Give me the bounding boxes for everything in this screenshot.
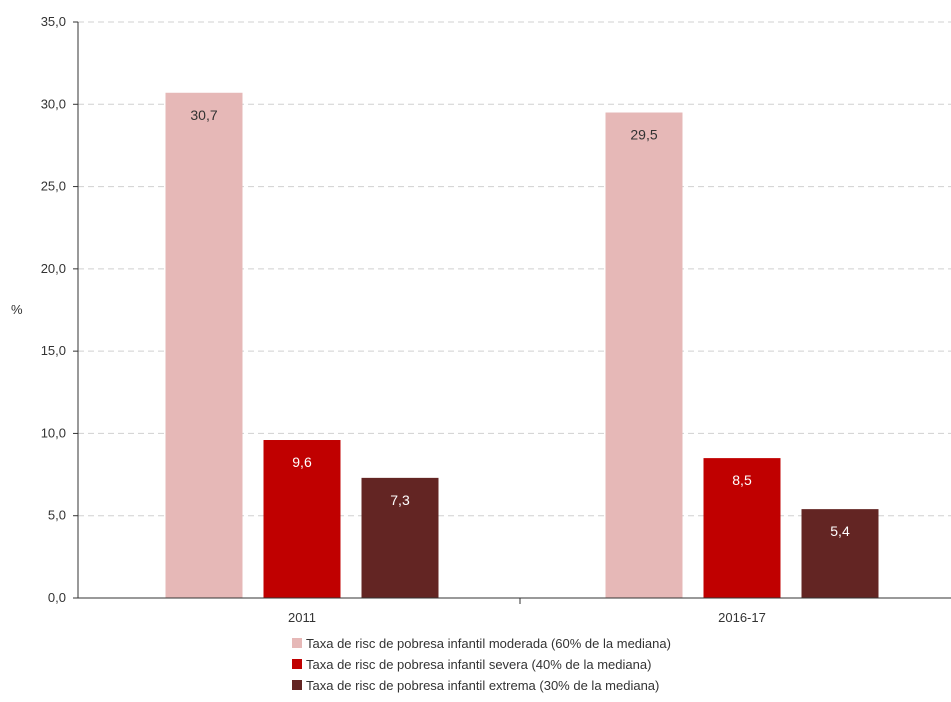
- y-tick-label: 0,0: [48, 590, 66, 605]
- bar-data-label: 8,5: [732, 472, 752, 488]
- bar-data-label: 9,6: [292, 454, 312, 470]
- legend-label: Taxa de risc de pobresa infantil extrema…: [306, 678, 659, 693]
- x-axis-ticks: 2011 2016-17: [288, 598, 766, 625]
- bar-data-label: 7,3: [390, 492, 410, 508]
- x-tick-label: 2011: [288, 610, 316, 625]
- bars: 30,7 9,6 7,3 29,5 8,5 5,4: [165, 92, 879, 598]
- legend-swatch: [292, 638, 302, 648]
- bar-data-label: 29,5: [630, 127, 657, 143]
- axes: [77, 22, 951, 599]
- bar-data-label: 5,4: [830, 523, 850, 539]
- y-tick-label: 35,0: [41, 14, 66, 29]
- bar: [165, 92, 243, 598]
- legend-label: Taxa de risc de pobresa infantil severa …: [306, 657, 651, 672]
- y-tick-label: 5,0: [48, 508, 66, 523]
- legend-label: Taxa de risc de pobresa infantil moderad…: [306, 636, 671, 651]
- bar: [801, 509, 879, 598]
- bar: [361, 477, 439, 598]
- legend-swatch: [292, 659, 302, 669]
- bar: [703, 458, 781, 598]
- y-tick-label: 25,0: [41, 179, 66, 194]
- bar: [263, 440, 341, 598]
- y-axis-label: %: [11, 302, 23, 317]
- bar-data-label: 30,7: [190, 107, 217, 123]
- legend: Taxa de risc de pobresa infantil moderad…: [292, 636, 671, 693]
- y-axis-ticks: 0,0 5,0 10,0 15,0 20,0 25,0 30,0 35,0: [41, 14, 78, 605]
- y-tick-label: 15,0: [41, 343, 66, 358]
- bar: [605, 112, 683, 598]
- y-tick-label: 30,0: [41, 96, 66, 111]
- y-tick-label: 20,0: [41, 261, 66, 276]
- legend-swatch: [292, 680, 302, 690]
- x-tick-label: 2016-17: [718, 610, 766, 625]
- y-tick-label: 10,0: [41, 425, 66, 440]
